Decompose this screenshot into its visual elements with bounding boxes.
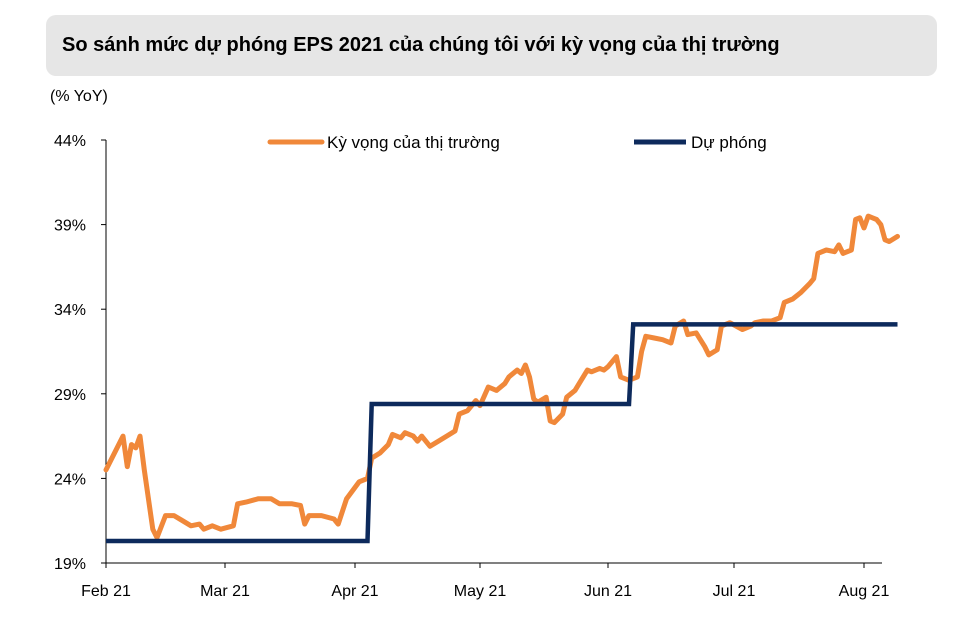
x-tick-label: Aug 21 [839, 583, 890, 600]
y-tick-label: 44% [54, 133, 86, 150]
market-expectation-line [103, 213, 900, 541]
x-tick-label: Apr 21 [331, 583, 378, 600]
chart-series-lines [103, 213, 900, 544]
y-axis-unit: (% YoY) [50, 88, 108, 105]
chart-axes: 19% 24% 29% 34% 39% 44% Feb 21 Mar 21 Apr 21 May … [54, 133, 889, 600]
legend-item-forecast-label: Dự phóng [691, 133, 767, 152]
chart-legend: Kỳ vọng của thị trường Dự phóng [267, 133, 767, 152]
legend-item-market-label: Kỳ vọng của thị trường [327, 133, 500, 152]
x-tick-label: May 21 [454, 583, 507, 600]
y-tick-label: 29% [54, 387, 86, 404]
chart-title-bar: So sánh mức dự phóng EPS 2021 của chúng … [46, 15, 937, 76]
y-tick-label: 39% [54, 218, 86, 235]
forecast-line [106, 322, 898, 544]
chart-title: So sánh mức dự phóng EPS 2021 của chúng … [62, 34, 780, 56]
y-tick-label: 19% [54, 556, 86, 573]
y-tick-label: 24% [54, 471, 86, 488]
y-tick-label: 34% [54, 302, 86, 319]
x-tick-label: Feb 21 [81, 583, 131, 600]
x-tick-label: Jun 21 [584, 583, 632, 600]
x-tick-label: Mar 21 [200, 583, 250, 600]
x-tick-label: Jul 21 [713, 583, 756, 600]
